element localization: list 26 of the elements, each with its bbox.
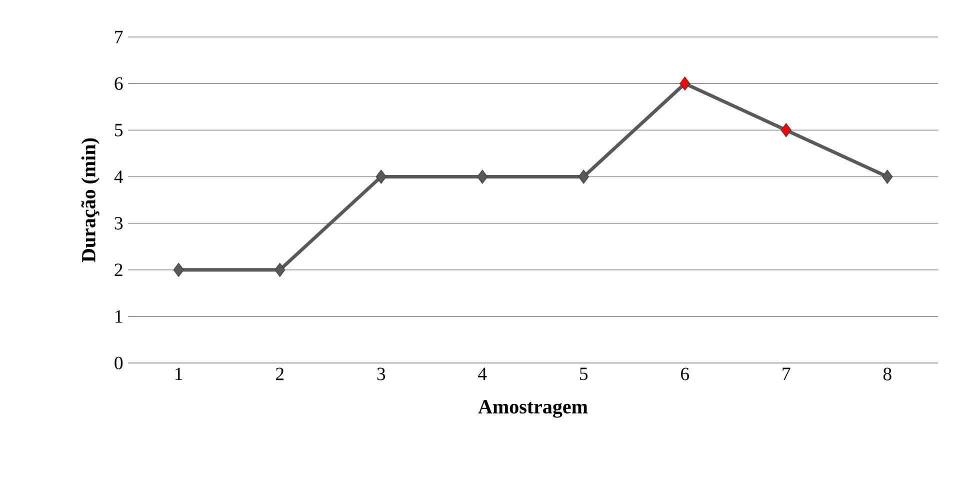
y-axis-title: Duração (min) — [81, 138, 100, 262]
x-axis-title: Amostragem — [478, 400, 588, 418]
point — [780, 123, 792, 138]
point — [578, 170, 589, 184]
x-tick-label: 1 — [176, 368, 182, 380]
x-tick-label: 8 — [883, 368, 892, 380]
y-tick-label: 6 — [114, 77, 123, 90]
point — [173, 262, 184, 277]
point — [376, 170, 386, 184]
x-tick-label: 7 — [782, 368, 790, 380]
point — [274, 262, 286, 277]
y-tick-label: 0 — [114, 356, 123, 370]
point — [680, 76, 690, 91]
point — [882, 170, 893, 184]
y-tick-label: 3 — [114, 217, 123, 230]
x-tick-label: 5 — [580, 368, 588, 380]
x-tick-label: 2 — [276, 368, 284, 380]
y-tick-label: 7 — [115, 30, 123, 44]
y-tick-label: 2 — [114, 264, 122, 276]
y-tick-label: 5 — [115, 124, 123, 136]
point — [477, 170, 488, 184]
x-tick-label: 3 — [377, 368, 386, 380]
y-tick-label: 1 — [116, 310, 122, 323]
y-tick-label: 4 — [114, 170, 124, 183]
x-tick-label: 6 — [681, 368, 689, 380]
x-tick-label: 4 — [478, 368, 487, 380]
